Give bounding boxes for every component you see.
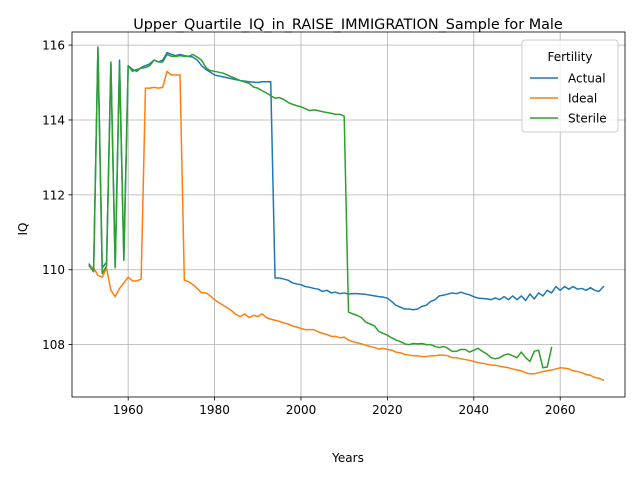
y-tick-label: 108 — [42, 338, 65, 352]
legend-label-sterile: Sterile — [568, 112, 607, 126]
series-line-actual — [88, 46, 605, 311]
plot-area-frame — [71, 31, 626, 398]
y-tick-label: 114 — [42, 113, 65, 127]
x-tick-label: 2060 — [545, 403, 576, 417]
x-tick-label: 2020 — [372, 403, 403, 417]
x-tick-label: 2040 — [459, 403, 490, 417]
chart-title: Upper_Quartile_IQ_in_RAISE_IMMIGRATION_S… — [133, 17, 563, 33]
x-tick-label: 2000 — [286, 403, 317, 417]
y-tick-label: 110 — [42, 263, 65, 277]
series-line-ideal — [88, 70, 605, 382]
series-layer — [88, 46, 605, 382]
y-axis-label: IQ — [16, 223, 30, 236]
y-axis-ticks: 108 110 112 114 116 — [42, 39, 72, 352]
legend-box — [521, 39, 619, 133]
legend: Fertility Actual Ideal Sterile — [521, 39, 619, 133]
y-tick-label: 116 — [42, 39, 65, 53]
series-line-sterile — [88, 48, 553, 369]
x-axis-ticks: 1960 1980 2000 2020 2040 2060 — [113, 397, 576, 417]
legend-label-actual: Actual — [568, 72, 606, 86]
y-tick-label: 112 — [42, 188, 65, 202]
x-tick-label: 1960 — [113, 403, 144, 417]
legend-title: Fertility — [547, 50, 592, 64]
x-tick-label: 1980 — [199, 403, 230, 417]
legend-label-ideal: Ideal — [568, 92, 597, 106]
x-axis-label: Years — [331, 451, 364, 465]
